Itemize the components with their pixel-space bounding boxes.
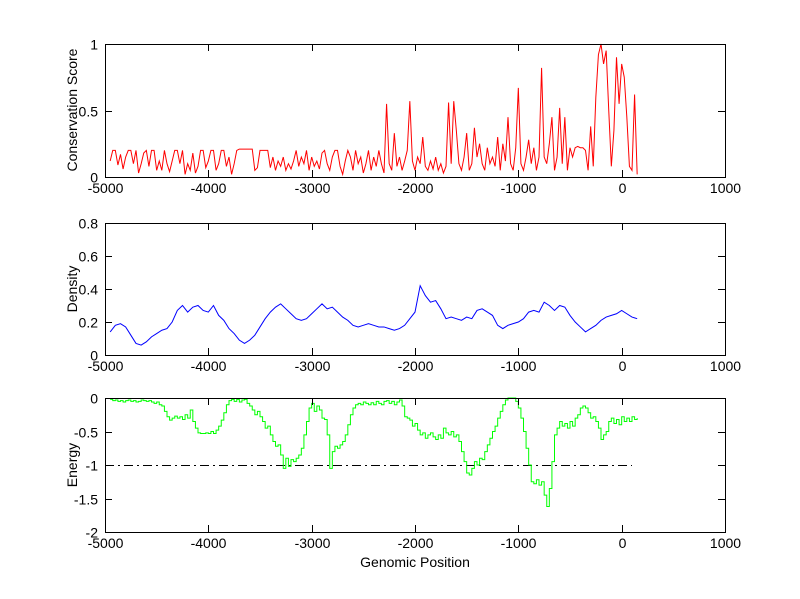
x-tick-label: -3000 <box>295 535 331 551</box>
subplot-1: -5000 -4000 -3000 -2000 -1000 0 1000 0 0.2 0.4 0.6… <box>79 216 742 375</box>
x-tick-label: 0 <box>619 358 627 374</box>
y-tick-label: -1.5 <box>74 492 98 508</box>
series-line-conservation-score <box>109 43 638 177</box>
axes-box <box>105 223 726 356</box>
x-tick-label: 0 <box>619 535 627 551</box>
x-tick-label: -5000 <box>88 358 124 374</box>
x-tick-label: -4000 <box>191 358 227 374</box>
series-line-energy <box>110 397 638 508</box>
x-tick-label: -2000 <box>398 535 434 551</box>
subplot-2: -5000 -4000 -3000 -2000 -1000 0 1000 -2 -1.5 -1 -0… <box>74 391 741 552</box>
y-tick-label: 0 <box>90 348 98 364</box>
y-tick-label: 0.4 <box>79 282 99 298</box>
subplot-0: -5000 -4000 -3000 -2000 -1000 0 1000 0 0.5 1 <box>79 37 742 197</box>
x-tick-label: 0 <box>619 180 627 196</box>
y-tick-label: 0.8 <box>79 216 99 232</box>
x-tick-label: -4000 <box>191 180 227 196</box>
series-line-density <box>109 284 638 346</box>
y-tick-label: 0 <box>90 391 98 407</box>
x-tick-label: -2000 <box>398 358 434 374</box>
y-tick-label: -1 <box>86 458 99 474</box>
y-tick-label: 0 <box>90 170 98 186</box>
x-tick-label: -1000 <box>501 535 537 551</box>
x-tick-label: -1000 <box>501 358 537 374</box>
x-tick-label: 1000 <box>710 358 741 374</box>
x-tick-label: -2000 <box>398 180 434 196</box>
y-tick-label: 0.2 <box>79 315 99 331</box>
y-tick-label: -0.5 <box>74 425 98 441</box>
x-tick-label: 1000 <box>710 535 741 551</box>
x-axis-label-genomic-position: Genomic Position <box>360 554 470 570</box>
y-tick-label: 0.5 <box>79 104 99 120</box>
y-tick-label: 0.6 <box>79 249 99 265</box>
x-tick-label: -5000 <box>88 180 124 196</box>
y-tick-label: -2 <box>86 525 99 541</box>
x-tick-label: -3000 <box>295 180 331 196</box>
x-tick-label: 1000 <box>710 180 741 196</box>
x-tick-label: -3000 <box>295 358 331 374</box>
x-tick-label: -1000 <box>501 180 537 196</box>
x-tick-label: -5000 <box>88 535 124 551</box>
x-tick-label: -4000 <box>191 535 227 551</box>
y-tick-label: 1 <box>90 37 98 53</box>
y-axis-label-energy: Energy <box>64 442 80 488</box>
